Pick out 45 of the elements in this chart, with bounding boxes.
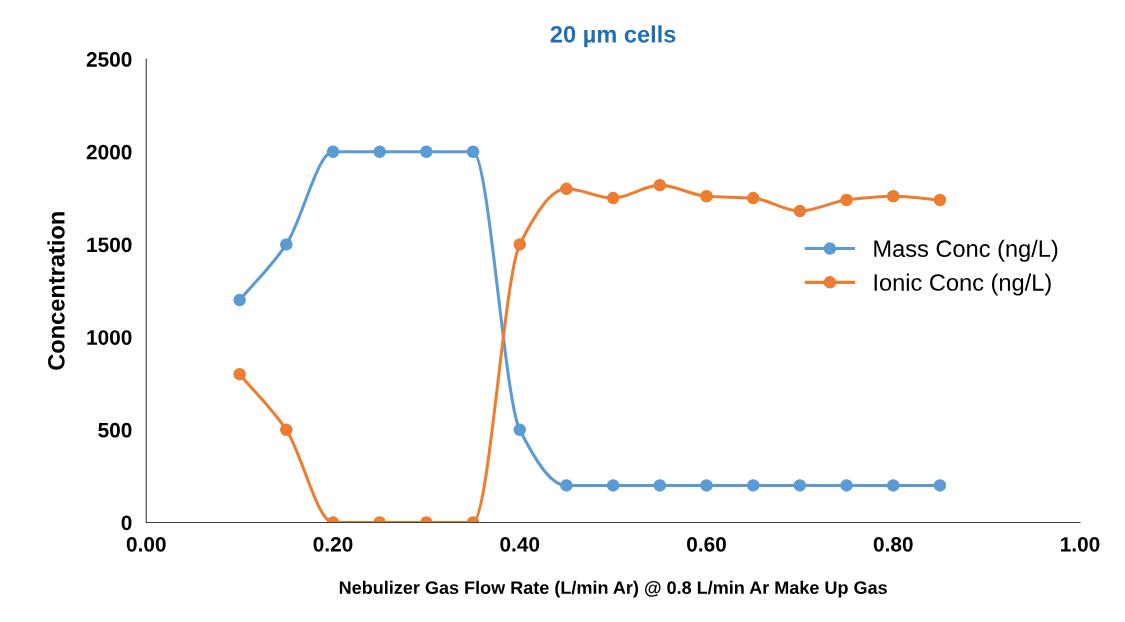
y-tick-label: 1500: [87, 237, 132, 253]
point: [280, 238, 293, 251]
point: [840, 193, 853, 207]
x-tick-label: 0.00: [126, 536, 166, 552]
x-tick-label: 0.60: [687, 536, 726, 552]
point: [373, 145, 386, 159]
point: [886, 190, 900, 203]
point: [280, 423, 293, 437]
point: [466, 145, 480, 159]
legend-label: Mass Conc (ng/L): [874, 239, 1058, 262]
point: [700, 479, 713, 492]
legend-label: Ionic Conc (ng/L): [874, 273, 1051, 296]
y-tick-label: 500: [98, 422, 132, 438]
point: [933, 193, 947, 207]
point: [560, 182, 573, 196]
x-tick-label: 0.80: [873, 536, 913, 552]
point: [793, 479, 807, 492]
point: [233, 367, 246, 381]
x-tick-label: 0.20: [313, 536, 353, 552]
chart-title: 20 µm cells: [550, 25, 676, 48]
point: [560, 479, 573, 492]
y-axis-title: Concentration: [47, 212, 65, 370]
point: [840, 479, 853, 492]
point: [886, 479, 900, 492]
y-tick-label: 1000: [87, 330, 132, 345]
point: [606, 191, 620, 205]
x-tick-label: 0.40: [500, 536, 540, 552]
point: [793, 204, 807, 218]
x-tick-label: 1.00: [1061, 536, 1100, 552]
point: [326, 145, 340, 159]
point: [700, 190, 713, 203]
point: [653, 479, 667, 492]
point: [513, 238, 527, 251]
y-tick-label: 2500: [86, 52, 132, 67]
point: [513, 423, 527, 437]
x-axis-title: Nebulizer Gas Flow Rate (L/min Ar) @ 0.8 L/min Ar Make Up Gas: [339, 580, 887, 598]
y-tick-label: 0: [121, 515, 132, 531]
point: [606, 479, 620, 492]
point: [233, 293, 246, 307]
point: [420, 145, 433, 159]
y-tick-label: 2000: [86, 144, 132, 160]
point: [653, 178, 667, 192]
point: [746, 191, 760, 205]
point: [746, 479, 760, 492]
point: [933, 479, 947, 492]
